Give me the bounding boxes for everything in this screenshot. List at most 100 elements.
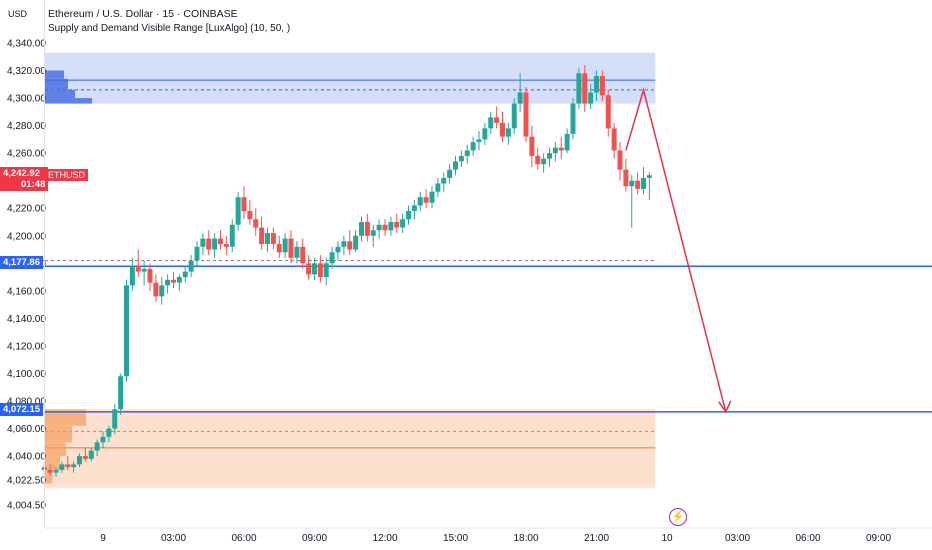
level-low-tag: 4,072.15 xyxy=(0,403,43,416)
candle xyxy=(165,279,171,286)
y-tick-label: 4,200.00 xyxy=(7,231,46,242)
candle xyxy=(323,263,329,278)
candle xyxy=(253,219,259,228)
x-tick-label: 12:00 xyxy=(372,533,397,544)
candle xyxy=(171,279,176,283)
candle xyxy=(441,177,447,184)
symbol-tag: ETHUSD xyxy=(45,169,89,181)
demand-profile-bar xyxy=(45,456,60,470)
candle xyxy=(500,122,505,137)
candle xyxy=(241,197,247,211)
candle xyxy=(112,409,118,429)
candle xyxy=(306,263,312,275)
x-tick-label: 18:00 xyxy=(513,533,538,544)
x-tick-label: 03:00 xyxy=(725,533,750,544)
lightning-icon[interactable]: ⚡ xyxy=(669,508,687,526)
y-tick-label: 4,340.00 xyxy=(7,39,46,50)
candle xyxy=(129,266,135,286)
candle xyxy=(218,238,223,245)
candle xyxy=(394,222,400,228)
candle xyxy=(312,263,317,275)
candle xyxy=(359,222,364,236)
demand-profile-bar xyxy=(45,425,72,443)
candle xyxy=(335,246,341,253)
candle xyxy=(511,103,517,129)
supply-profile-bar xyxy=(45,89,75,99)
candle xyxy=(529,136,535,156)
candle xyxy=(453,161,458,170)
current-price-tag: 4,242.92 01:48 xyxy=(0,167,49,191)
candle xyxy=(100,436,106,443)
candle xyxy=(564,133,570,151)
candle xyxy=(282,238,288,253)
candle xyxy=(535,155,541,165)
candle xyxy=(47,469,53,473)
y-tick-label: 4,160.00 xyxy=(7,286,46,297)
y-tick-label: 4,100.00 xyxy=(7,369,46,380)
candle xyxy=(388,222,394,231)
y-tick-label: 4,320.00 xyxy=(7,66,46,77)
x-tick-label: 09:00 xyxy=(302,533,327,544)
candle xyxy=(141,268,147,272)
y-tick-label: 4,260.00 xyxy=(7,149,46,160)
candle xyxy=(517,92,523,104)
candle xyxy=(82,456,88,459)
candle xyxy=(382,224,388,231)
level-mid-tag: 4,177.86 xyxy=(0,256,43,269)
candle xyxy=(611,128,617,151)
candle xyxy=(153,282,159,297)
x-tick-label: 06:00 xyxy=(231,533,256,544)
candle xyxy=(411,205,417,211)
candle xyxy=(482,128,488,140)
candle xyxy=(629,180,635,187)
chart-title[interactable]: Ethereum / U.S. Dollar · 15 · COINBASE xyxy=(48,8,238,20)
indicator-legend[interactable]: Supply and Demand Visible Range [LuxAlgo… xyxy=(48,23,291,34)
candle xyxy=(646,175,652,178)
y-tick-label: 4,300.00 xyxy=(7,94,46,105)
candle xyxy=(370,230,376,236)
candle xyxy=(588,92,594,104)
candle xyxy=(53,469,59,473)
candle xyxy=(88,450,94,459)
y-tick-label: 4,060.00 xyxy=(7,424,46,435)
candle xyxy=(194,246,200,261)
candle xyxy=(329,252,335,264)
candle xyxy=(94,442,100,451)
candle xyxy=(288,238,294,258)
candle xyxy=(376,224,382,231)
candle xyxy=(523,92,529,137)
candle xyxy=(570,103,576,134)
y-tick-label: 4,280.00 xyxy=(7,121,46,132)
candle xyxy=(229,224,235,247)
candle xyxy=(417,197,423,206)
supply-profile-bar xyxy=(45,98,92,104)
candle xyxy=(188,260,194,272)
candle xyxy=(435,183,441,192)
candle xyxy=(270,233,276,245)
candle xyxy=(558,147,564,151)
projection-path xyxy=(625,86,727,413)
candle xyxy=(182,271,188,278)
candle xyxy=(353,235,359,250)
candle xyxy=(541,158,547,165)
candle xyxy=(212,238,218,250)
candle xyxy=(124,285,129,377)
candle xyxy=(623,169,629,187)
y-tick-label: 4,004.50 xyxy=(7,501,46,512)
y-tick-label: 4,080.00 xyxy=(7,397,46,408)
candle xyxy=(294,246,300,258)
candle xyxy=(635,180,641,189)
candle xyxy=(476,139,482,143)
candle xyxy=(77,456,82,465)
candle xyxy=(118,376,124,410)
candle xyxy=(71,464,77,468)
candle xyxy=(235,197,241,225)
x-tick-label: 15:00 xyxy=(443,533,468,544)
countdown-timer: 01:48 xyxy=(21,179,46,190)
candle xyxy=(135,266,141,272)
candle xyxy=(265,233,270,245)
candle xyxy=(594,76,599,93)
candle xyxy=(206,238,212,250)
x-tick-label: 10 xyxy=(661,533,673,544)
